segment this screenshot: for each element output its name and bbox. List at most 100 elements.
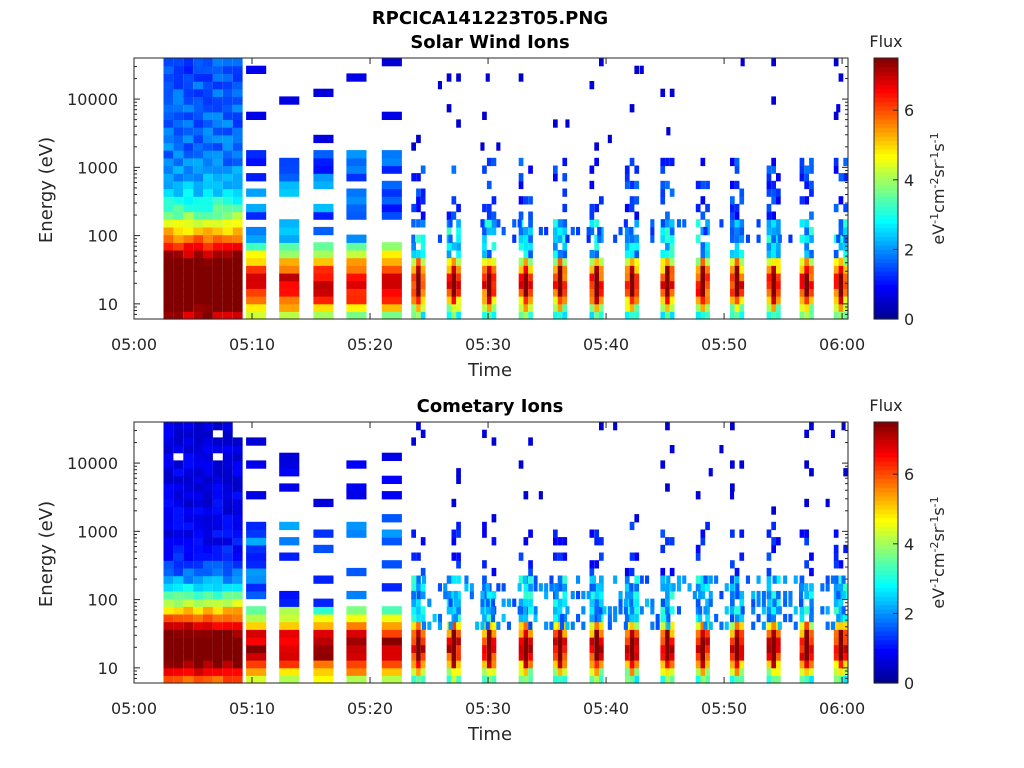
heatmap-cell [482,583,487,592]
heatmap-cell [183,445,194,454]
heatmap-cell [708,598,713,607]
heatmap-cell [163,590,174,600]
heatmap-cell [634,280,640,289]
heatmap-cell [799,219,805,228]
heatmap-cell [518,288,524,297]
heatmap-cell [491,629,497,638]
colorbar-segment [874,266,898,272]
heatmap-cell [562,613,568,623]
heatmap-cell [660,583,666,592]
heatmap-cell [416,280,421,289]
heatmap-cell [730,629,735,638]
colorbar-segment [874,314,898,320]
heatmap-cell [193,119,204,128]
heatmap-cell [420,652,426,661]
heatmap-cell [183,150,194,159]
heatmap-cell [777,234,782,243]
heatmap-cell [594,621,599,630]
heatmap-cell [232,234,243,243]
heatmap-cell [183,437,194,446]
heatmap-cell [183,234,194,243]
heatmap-cell [446,629,452,638]
heatmap-cell [446,575,452,584]
heatmap-cell [634,660,640,669]
heatmap-cell [522,575,527,584]
heatmap-cell [589,660,595,669]
heatmap-cell [665,537,670,546]
heatmap-cell [843,629,848,638]
heatmap-cell [420,257,426,266]
heatmap-cell [173,422,184,431]
heatmap-cell [557,629,563,638]
heatmap-cell [183,498,194,508]
heatmap-cell [203,73,213,82]
heatmap-cell [212,165,223,174]
heatmap-cell [212,491,223,500]
heatmap-cell [480,590,485,600]
heatmap-cell [193,567,204,577]
heatmap-cell [669,667,675,676]
heatmap-cell [506,598,511,607]
heatmap-cell [634,552,640,561]
heatmap-cell [629,644,635,653]
heatmap-cell [313,257,334,266]
heatmap-cell [660,621,666,630]
heatmap-cell [212,127,223,136]
heatmap-cell [183,211,194,220]
heatmap-cell [222,150,233,159]
heatmap-cell [222,514,233,523]
heatmap-cell [313,636,334,646]
heatmap-cell [451,552,457,561]
heatmap-cell [486,652,492,661]
colorbar-segment [874,439,898,445]
heatmap-cell [491,288,497,297]
heatmap-cell [451,537,457,546]
heatmap-cell [804,675,809,684]
heatmap-cell [482,234,487,243]
heatmap-cell [766,280,772,289]
heatmap-cell [183,422,194,431]
heatmap-cell [163,491,174,500]
heatmap-cell [246,460,267,469]
heatmap-cell [544,226,549,236]
heatmap-cell [246,636,267,646]
heatmap-cell [446,73,452,82]
heatmap-cell [451,211,457,220]
heatmap-cell [825,498,830,508]
heatmap-cell [203,560,213,569]
heatmap-cell [562,652,568,661]
heatmap-cell [163,552,174,561]
heatmap-cell [700,311,706,320]
heatmap-cell [629,660,635,669]
heatmap-cell [589,560,595,569]
heatmap-cell [420,606,426,615]
heatmap-cell [562,188,568,197]
heatmap-cell [222,652,233,661]
heatmap-cell [420,288,426,297]
heatmap-cell [518,226,524,236]
heatmap-cell [745,575,750,584]
heatmap-cell [212,272,223,282]
colorbar-tick-label: 0 [904,674,914,693]
heatmap-cell [420,613,426,623]
heatmap-cell [246,280,267,289]
heatmap-cell [381,58,402,67]
heatmap-cell [843,544,848,554]
heatmap-cell [599,58,604,67]
heatmap-cell [809,280,814,289]
heatmap-cell [420,636,426,646]
heatmap-cell [799,629,805,638]
heatmap-cell [193,296,204,305]
heatmap-cell [705,652,710,661]
heatmap-cell [203,567,213,577]
heatmap-cell [705,621,710,630]
heatmap-cell [232,211,243,220]
heatmap-cell [804,196,809,205]
heatmap-cell [203,460,213,469]
heatmap-cell [163,180,174,190]
heatmap-cell [313,675,334,684]
heatmap-cell [557,675,563,684]
heatmap-cell [346,590,367,600]
heatmap-cell [411,644,416,653]
heatmap-cell [246,652,267,661]
